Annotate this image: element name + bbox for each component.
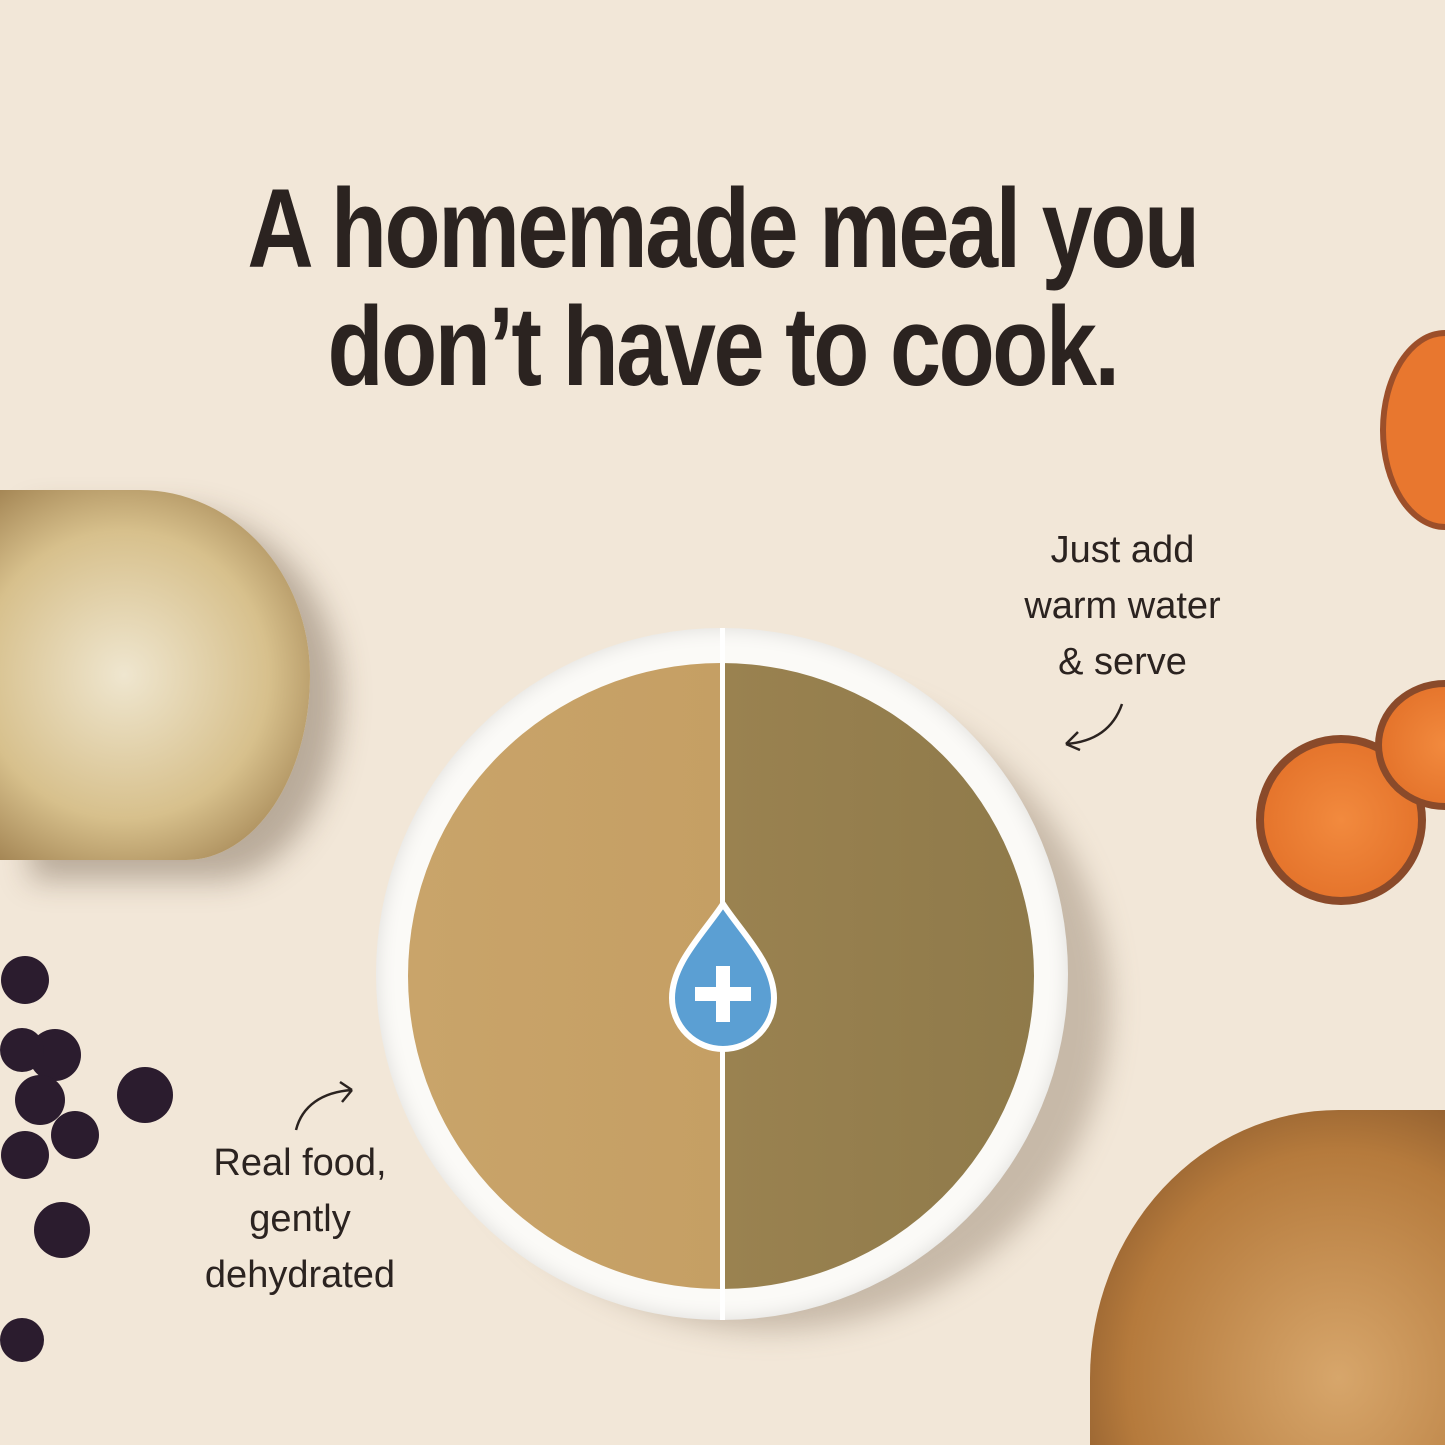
caption-line: Real food, — [213, 1142, 387, 1184]
fish-fillet-image — [0, 490, 310, 860]
headline-line-2: don’t have to cook. — [327, 284, 1120, 409]
caption-line: dehydrated — [204, 1254, 396, 1296]
caption-real-food: Real food, gently dehydrated — [160, 1135, 440, 1303]
caption-just-add-water: Just add warm water & serve — [985, 522, 1260, 690]
sweet-potato-image — [1380, 330, 1445, 530]
roast-chicken-image — [1090, 1110, 1445, 1445]
headline: A homemade meal you don’t have to cook. — [130, 170, 1315, 406]
blueberries-image — [0, 950, 190, 1370]
caption-line: & serve — [1058, 641, 1187, 683]
curved-arrow-icon — [294, 1080, 353, 1131]
caption-line: Just add — [1050, 529, 1195, 571]
headline-line-1: A homemade meal you — [247, 166, 1200, 291]
curved-arrow-icon — [1065, 703, 1124, 752]
caption-line: gently — [249, 1198, 351, 1240]
water-drop-plus-icon — [668, 898, 778, 1052]
caption-line: warm water — [1024, 585, 1221, 627]
